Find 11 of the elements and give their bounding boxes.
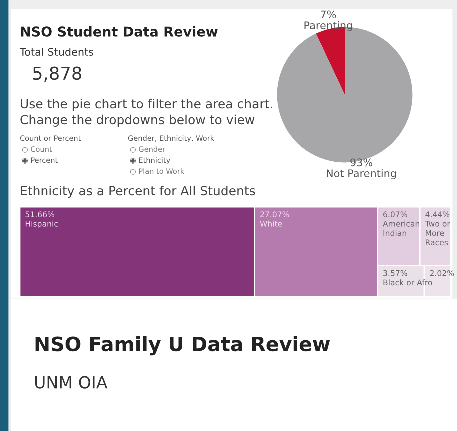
text: 5,878 — [33, 66, 82, 82]
text: Total Students — [20, 48, 94, 56]
text: NSO Student Data Review — [21, 26, 218, 37]
data-label: 93% — [350, 158, 373, 167]
text: Ethnicity as a Percent for All Students — [21, 186, 256, 198]
text: NSO Family U Data Review — [36, 336, 330, 356]
slice-label: Not Parenting — [327, 169, 396, 180]
text: Use the pie chart to filter the area chart. Change the dropdowns below to view — [20, 99, 272, 127]
text: UNM OIA — [35, 376, 108, 389]
data-label: 7% — [321, 10, 336, 19]
slice-label: Parenting — [304, 21, 352, 32]
